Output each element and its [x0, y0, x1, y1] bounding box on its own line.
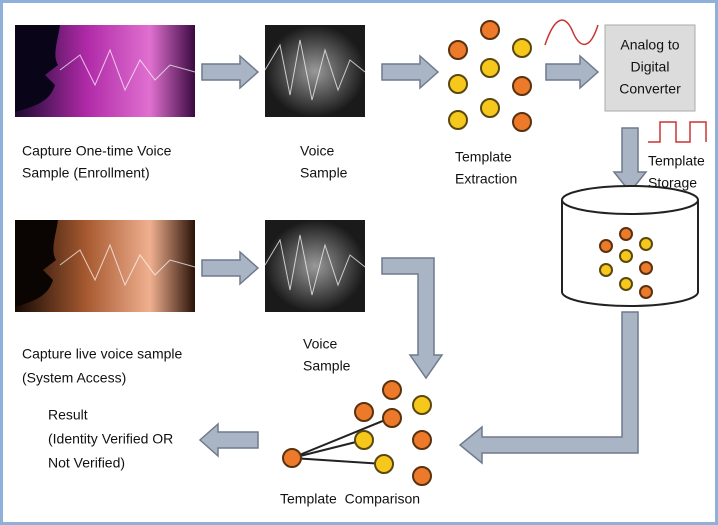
- adc-box: [604, 24, 696, 112]
- waveform-image: [264, 220, 366, 312]
- node-label: Converter: [619, 81, 681, 97]
- arrow: [381, 54, 440, 90]
- node-label: Capture live voice sample: [22, 346, 183, 362]
- node-label: Template: [648, 153, 705, 169]
- node-label: Template: [455, 149, 512, 165]
- storage-cylinder: [561, 185, 699, 307]
- arrow: [201, 250, 260, 286]
- node-label: Capture One-time Voice: [22, 143, 172, 159]
- node-label: Not Verified): [48, 455, 125, 471]
- arrow: [458, 311, 639, 465]
- node-label: (System Access): [22, 370, 126, 386]
- comparison-dots: [282, 380, 432, 486]
- template-dots: [448, 20, 532, 132]
- node-label: (Identity Verified OR: [48, 431, 173, 447]
- waveform-image: [264, 25, 366, 117]
- node-label: Template Comparison: [280, 491, 420, 507]
- node-label: Digital: [631, 59, 670, 75]
- node-label: Voice: [303, 336, 337, 352]
- node-label: Sample: [300, 165, 348, 181]
- arrow: [201, 54, 260, 90]
- arrow: [612, 127, 648, 194]
- square-wave: [648, 121, 707, 143]
- arrow: [198, 422, 259, 458]
- node-label: Voice: [300, 143, 334, 159]
- node-label: Extraction: [455, 171, 517, 187]
- node-label: Analog to: [620, 37, 679, 53]
- node-label: Storage: [648, 175, 697, 191]
- arrow: [545, 54, 600, 90]
- voice-image: [15, 25, 196, 117]
- node-label: Result: [48, 407, 88, 423]
- voice-image: [15, 220, 196, 312]
- node-label: Sample: [303, 358, 351, 374]
- sine-wave: [544, 19, 599, 46]
- node-label: Sample (Enrollment): [22, 165, 150, 181]
- arrow: [381, 257, 444, 380]
